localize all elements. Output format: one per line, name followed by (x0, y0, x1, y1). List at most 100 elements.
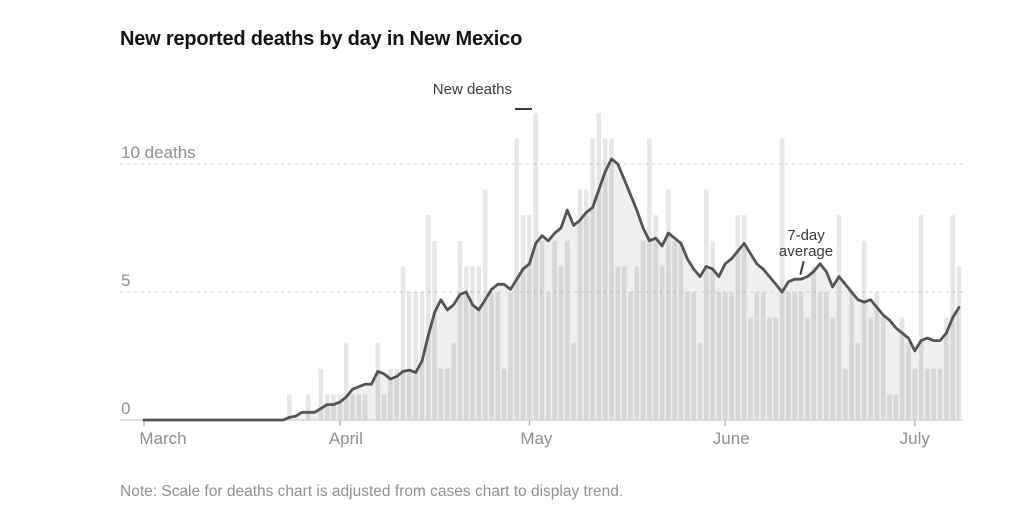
deaths-bar (918, 215, 924, 420)
deaths-bar (508, 292, 513, 420)
deaths-bar (925, 368, 930, 420)
deaths-bar (350, 394, 355, 420)
deaths-bar (773, 317, 779, 420)
deaths-bar (843, 368, 848, 420)
deaths-bar (546, 292, 551, 420)
deaths-bar (697, 343, 703, 420)
deaths-bar (767, 317, 772, 420)
annotation-new-deaths: New deaths (432, 82, 512, 98)
deaths-bar (659, 266, 665, 420)
deaths-bar (463, 266, 469, 420)
deaths-bar (647, 138, 652, 420)
deaths-bar (324, 394, 330, 420)
deaths-bar (558, 266, 564, 420)
deaths-bar (306, 394, 311, 420)
chart-title: New reported deaths by day in New Mexico (120, 28, 523, 50)
deaths-bar (331, 394, 336, 420)
deaths-bar (337, 394, 343, 420)
annotation-new-deaths-pointer (515, 108, 532, 110)
deaths-bar (432, 240, 437, 420)
month-label-march: March (139, 429, 186, 448)
month-label-july: July (900, 429, 931, 448)
avg-area-fill (144, 158, 959, 420)
deaths-bar (394, 368, 399, 420)
deaths-bar (899, 317, 905, 420)
deaths-bar (760, 292, 766, 420)
deaths-bar (445, 368, 450, 420)
deaths-bar (786, 292, 791, 420)
deaths-bar (596, 112, 602, 421)
deaths-bar (375, 343, 381, 420)
deaths-bar (501, 368, 507, 420)
deaths-bar (343, 343, 349, 420)
deaths-bar (672, 240, 677, 420)
deaths-bar (849, 292, 854, 420)
deaths-bar (495, 292, 501, 420)
month-label-april: April (329, 429, 363, 448)
deaths-bar (729, 292, 734, 420)
deaths-bar (621, 266, 627, 420)
deaths-bar (937, 368, 943, 420)
deaths-bars-group (287, 112, 962, 421)
deaths-bar (470, 266, 475, 420)
deaths-bar (602, 138, 608, 420)
deaths-bar (722, 292, 728, 420)
deaths-bar (457, 240, 463, 420)
deaths-bar (476, 266, 482, 420)
deaths-bar (438, 368, 444, 420)
deaths-bar (880, 317, 886, 420)
deaths-bar (609, 138, 614, 420)
deaths-bar (824, 292, 829, 420)
deaths-bar (817, 292, 823, 420)
deaths-bar (634, 266, 640, 420)
deaths-bar (931, 368, 936, 420)
deaths-bar (861, 240, 867, 420)
deaths-bar (912, 368, 918, 420)
deaths-bar (565, 240, 570, 420)
deaths-bar (735, 215, 741, 420)
deaths-bar (400, 266, 406, 420)
deaths-bar (798, 292, 804, 420)
deaths-bar (356, 394, 362, 420)
deaths-bar (874, 292, 880, 420)
deaths-bar (653, 215, 658, 420)
deaths-bar (590, 138, 595, 420)
deaths-bar (944, 317, 949, 420)
deaths-bar (381, 394, 387, 420)
deaths-bar (533, 112, 538, 421)
deaths-bar (691, 292, 696, 420)
deaths-bar (318, 368, 324, 420)
deaths-bar (362, 394, 368, 420)
y-axis-label-5: 5 (121, 271, 130, 290)
deaths-bar (539, 240, 545, 420)
deaths-bar (571, 343, 576, 420)
deaths-bar (792, 292, 797, 420)
month-label-may: May (520, 429, 553, 448)
deaths-bar (583, 189, 589, 420)
deaths-bar (748, 317, 753, 420)
deaths-bar (413, 292, 418, 420)
deaths-bar (520, 215, 526, 420)
deaths-bar (489, 292, 494, 420)
deaths-bar (678, 240, 684, 420)
deaths-bar (482, 189, 488, 420)
deaths-bar (552, 240, 557, 420)
deaths-bar (855, 343, 861, 420)
avg-line (142, 157, 961, 422)
deaths-bar (577, 189, 583, 420)
annotation-new-deaths-label: New deaths (432, 81, 512, 98)
annotation-7day-average-label: 7-day average (778, 227, 834, 260)
deaths-bar (811, 266, 816, 420)
y-axis-label-0: 0 (121, 399, 130, 418)
deaths-bar (426, 215, 431, 420)
annotation-7day-average: 7-day average (766, 228, 846, 260)
deaths-bar (287, 394, 292, 420)
deaths-bar (407, 292, 412, 420)
deaths-bar (836, 215, 842, 420)
deaths-bar (906, 343, 911, 420)
deaths-bar (868, 317, 873, 420)
deaths-bar (451, 343, 456, 420)
deaths-bar (741, 215, 747, 420)
